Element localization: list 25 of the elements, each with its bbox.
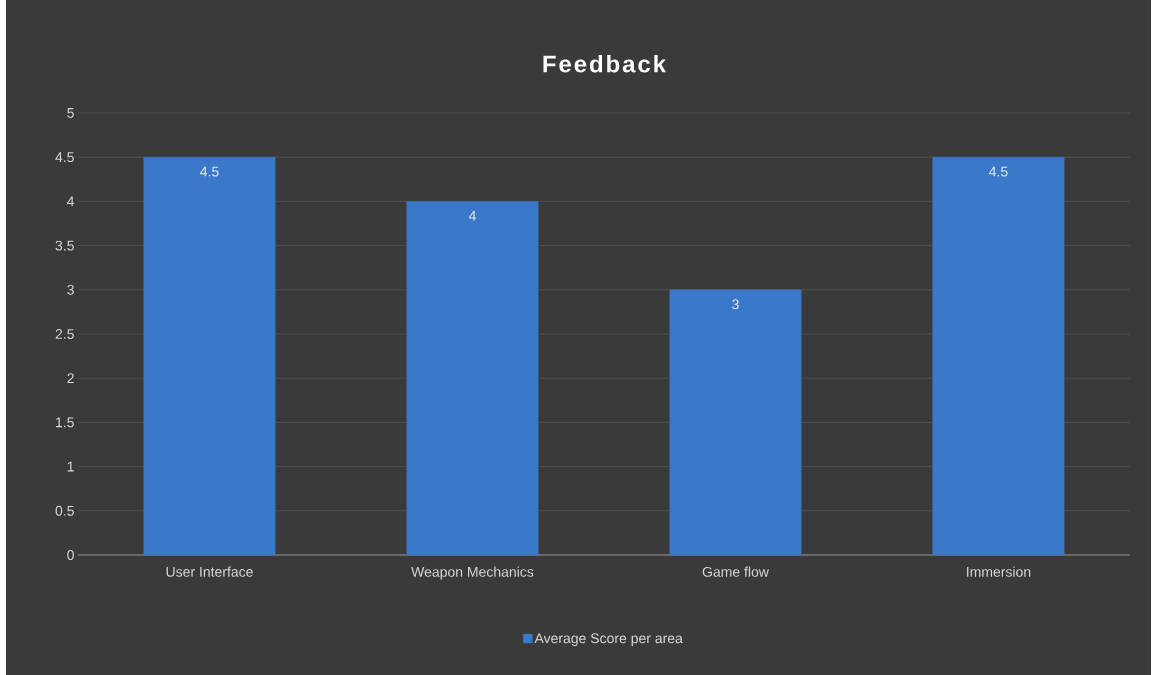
bar: [669, 289, 802, 556]
bar: [406, 201, 539, 556]
bar: [143, 157, 276, 556]
data-label: 4.5: [989, 166, 1008, 177]
data-label: 4: [468, 210, 476, 221]
y-tick-label: 0: [67, 550, 74, 560]
x-tick-label: User Interface: [166, 566, 253, 577]
y-tick-label: 5: [67, 108, 74, 118]
y-tick-label: 2: [67, 373, 74, 384]
bar: [932, 157, 1065, 556]
y-tick-label: 1: [67, 461, 74, 472]
x-tick-label: Immersion: [967, 566, 1031, 577]
y-tick-label: 3.5: [55, 240, 74, 251]
chart-title: Feedback: [543, 54, 667, 73]
y-tick-label: 3: [67, 284, 74, 295]
y-tick-label: 4.5: [55, 152, 74, 163]
data-label: 4.5: [200, 166, 219, 177]
x-tick-label: Game flow: [702, 566, 769, 577]
y-tick-label: 4: [67, 196, 75, 207]
y-tick-label: 0.5: [55, 505, 74, 516]
y-tick-label: 2.5: [55, 329, 74, 339]
y-tick-label: 1.5: [56, 417, 74, 428]
x-tick-label: Weapon Mechanics: [411, 566, 534, 580]
legend-label: Average Score per area: [534, 633, 683, 647]
data-label: 3: [732, 299, 739, 310]
